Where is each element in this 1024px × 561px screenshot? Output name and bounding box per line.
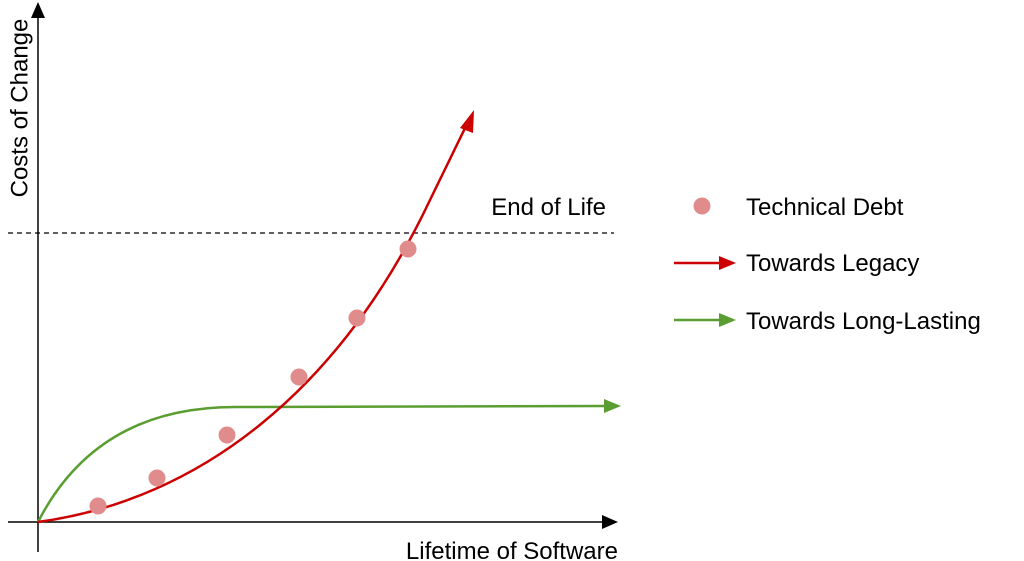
- legacy-curve: [37, 121, 470, 524]
- technical-debt-marker: [348, 309, 366, 327]
- legend-label-towards-legacy: Towards Legacy: [746, 250, 919, 277]
- technical-debt-legend-marker: [693, 197, 711, 215]
- technical-debt-markers: [89, 240, 417, 515]
- long-lasting-legend-arrowhead: [719, 313, 736, 327]
- technical-debt-marker: [148, 469, 166, 487]
- x-axis-label: Lifetime of Software: [406, 538, 618, 561]
- y-axis-arrowhead: [31, 2, 45, 18]
- long-lasting-curve: [36, 404, 607, 523]
- y-axis-label: Costs of Change: [6, 19, 33, 198]
- long-lasting-arrowhead: [604, 399, 621, 413]
- technical-debt-marker: [290, 368, 308, 386]
- x-axis-arrowhead: [602, 515, 618, 529]
- end-of-life-label: End of Life: [491, 194, 606, 221]
- legend-item-technical-debt: Technical Debt: [693, 194, 904, 221]
- legend-item-towards-legacy: Towards Legacy: [674, 250, 919, 277]
- legacy-legend-arrowhead: [719, 256, 736, 270]
- technical-debt-marker: [89, 497, 107, 515]
- technical-debt-marker: [399, 240, 417, 258]
- legend-item-towards-long-lasting: Towards Long-Lasting: [674, 308, 981, 335]
- technical-debt-marker: [218, 426, 236, 444]
- legend-label-towards-long-lasting: Towards Long-Lasting: [746, 308, 981, 335]
- legend-label-technical-debt: Technical Debt: [746, 194, 904, 221]
- legend: Technical Debt Towards Legacy Towards Lo…: [674, 194, 981, 335]
- legacy-arrowhead: [460, 110, 474, 133]
